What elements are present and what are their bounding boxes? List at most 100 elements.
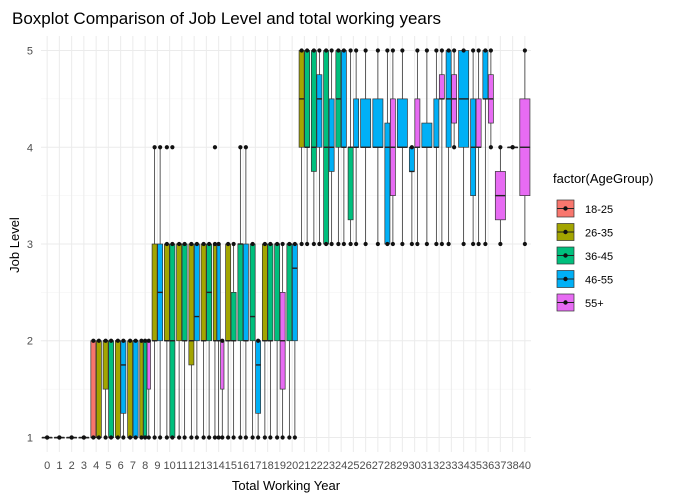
box-0-18-25 xyxy=(41,435,53,440)
data-point xyxy=(121,435,126,440)
grid xyxy=(41,36,531,452)
data-point xyxy=(299,241,304,247)
x-tick-label: 28 xyxy=(384,460,396,472)
box-37-55+ xyxy=(494,145,506,247)
box-4-18-25 xyxy=(90,338,97,440)
x-tick-label: 13 xyxy=(200,460,212,472)
x-tick-label: 7 xyxy=(130,460,136,472)
data-point xyxy=(452,48,457,53)
box-20-36-45 xyxy=(286,241,293,440)
box-23-46-55 xyxy=(328,48,335,247)
data-point xyxy=(152,435,157,440)
x-axis-title: Total Working Year xyxy=(232,478,341,493)
data-point xyxy=(164,435,169,440)
data-point xyxy=(170,241,175,247)
box-body xyxy=(261,243,268,342)
x-tick-label: 18 xyxy=(262,460,274,472)
box-31-46-55 xyxy=(421,48,433,247)
box-body xyxy=(216,243,221,342)
box-body xyxy=(132,340,139,438)
box-28-46-55 xyxy=(384,48,391,247)
data-point xyxy=(231,241,236,247)
box-4-26-35 xyxy=(95,338,102,440)
legend-item-36-45: 36-45 xyxy=(556,246,613,265)
y-tick-label: 3 xyxy=(27,239,33,251)
box-13-36-45 xyxy=(206,241,213,440)
box-6-26-35 xyxy=(114,338,121,440)
data-point xyxy=(109,338,114,343)
data-point xyxy=(280,241,285,247)
box-18-26-35 xyxy=(261,241,268,440)
data-point xyxy=(317,241,322,247)
x-tick-label: 9 xyxy=(154,460,160,472)
data-point xyxy=(207,435,212,440)
x-tick-label: 32 xyxy=(433,460,445,472)
data-point xyxy=(390,241,395,247)
data-point xyxy=(139,338,144,343)
box-11-26-35 xyxy=(176,241,183,440)
x-tick-label: 19 xyxy=(274,460,286,472)
data-point xyxy=(424,48,429,53)
box-7-46-55 xyxy=(132,338,139,440)
data-point xyxy=(57,435,62,440)
data-point xyxy=(146,435,151,440)
data-point xyxy=(354,48,359,53)
data-point xyxy=(336,241,341,247)
legend-item-55+: 55+ xyxy=(556,293,604,312)
data-point xyxy=(287,435,292,440)
data-point xyxy=(439,241,444,247)
box-14-46-55 xyxy=(216,241,221,440)
x-tick-label: 27 xyxy=(372,460,384,472)
data-point xyxy=(69,435,74,440)
box-22-36-45 xyxy=(310,48,317,247)
legend-item-18-25: 18-25 xyxy=(556,199,613,218)
box-33-46-55 xyxy=(445,48,452,247)
data-point xyxy=(256,338,261,343)
data-point xyxy=(115,338,120,343)
box-body xyxy=(212,243,217,342)
box-body xyxy=(384,122,391,245)
x-tick-label: 10 xyxy=(164,460,176,472)
x-tick-label: 3 xyxy=(81,460,87,472)
x-tick-label: 6 xyxy=(118,460,124,472)
box-body xyxy=(176,243,183,342)
y-tick-label: 4 xyxy=(27,142,33,154)
data-point xyxy=(275,435,280,440)
box-25-36-45 xyxy=(347,48,354,247)
x-tick-label: 31 xyxy=(421,460,433,472)
data-point xyxy=(96,338,101,343)
box-body xyxy=(242,243,249,342)
box-body xyxy=(220,340,225,390)
data-point xyxy=(275,241,280,247)
box-19-36-45 xyxy=(274,241,281,440)
data-point xyxy=(115,435,120,440)
box-body xyxy=(396,98,408,148)
box-20-46-55 xyxy=(291,241,298,440)
y-axis-title: Job Level xyxy=(7,217,22,273)
box-23-36-45 xyxy=(323,48,330,247)
box-18-36-45 xyxy=(267,241,274,440)
box-3-18-25 xyxy=(78,435,90,440)
x-tick-label: 23 xyxy=(323,460,335,472)
data-point xyxy=(415,48,420,53)
data-point xyxy=(409,241,414,247)
x-tick-label: 20 xyxy=(286,460,298,472)
box-body xyxy=(372,98,384,148)
data-point xyxy=(177,241,182,247)
x-tick-label: 15 xyxy=(225,460,237,472)
data-point xyxy=(434,48,439,53)
data-point xyxy=(45,435,50,440)
box-body xyxy=(143,340,148,438)
data-point xyxy=(143,435,148,440)
x-tick-label: 22 xyxy=(311,460,323,472)
box-27-46-55 xyxy=(372,48,384,247)
data-point xyxy=(400,48,405,53)
data-point xyxy=(201,435,206,440)
box-36-46-55 xyxy=(482,48,489,247)
box-21-36-45 xyxy=(304,48,311,247)
data-point xyxy=(182,241,187,247)
box-body xyxy=(237,243,244,342)
data-point xyxy=(452,145,457,150)
